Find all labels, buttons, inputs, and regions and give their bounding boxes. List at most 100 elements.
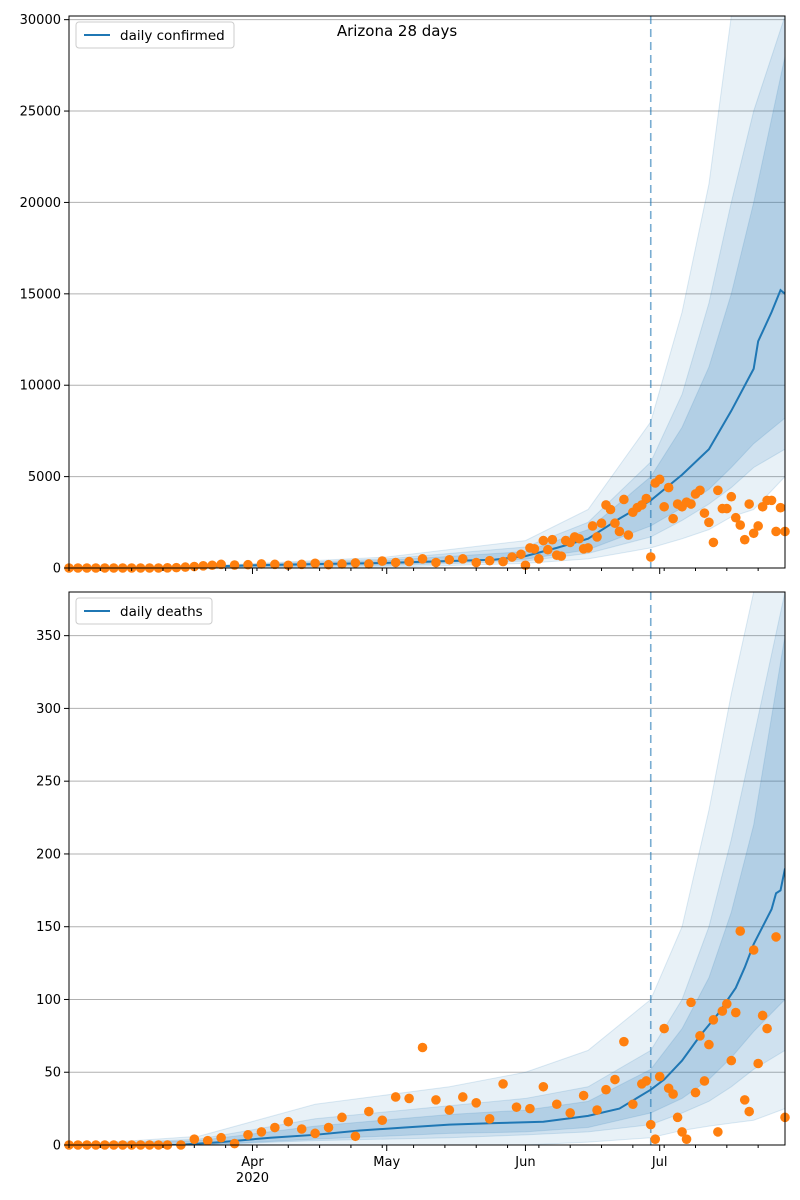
- legend-box: [75, 597, 213, 625]
- data-point: [730, 512, 741, 523]
- data-point: [364, 1106, 374, 1117]
- data-point: [511, 1102, 522, 1112]
- data-point: [717, 1006, 728, 1016]
- ytick-label: 50: [44, 1066, 61, 1081]
- data-point: [704, 1039, 714, 1050]
- data-point: [243, 1130, 253, 1140]
- data-point: [596, 518, 607, 529]
- data-point: [458, 1092, 468, 1102]
- data-point: [587, 521, 598, 531]
- data-point: [744, 499, 754, 509]
- data-point: [628, 1099, 638, 1110]
- ytick-label: 250: [36, 775, 61, 790]
- data-point: [578, 1090, 589, 1101]
- data-point: [270, 1122, 280, 1133]
- ytick-label: 10000: [20, 379, 61, 394]
- data-point: [645, 1119, 656, 1130]
- uncertainty-band: [69, 592, 785, 1145]
- data-point: [708, 1015, 719, 1025]
- axes-frame: [68, 15, 786, 569]
- data-point: [484, 1114, 495, 1124]
- data-point: [417, 1042, 428, 1053]
- data-point: [775, 502, 786, 513]
- data-point: [270, 559, 280, 570]
- data-point: [610, 1074, 620, 1085]
- data-point: [390, 1092, 401, 1102]
- data-point: [323, 559, 334, 570]
- data-point: [207, 560, 217, 571]
- data-point: [641, 1076, 652, 1086]
- data-point: [601, 1084, 611, 1095]
- data-point: [771, 932, 781, 942]
- data-point: [695, 1031, 705, 1041]
- data-point: [198, 561, 209, 571]
- xtick-label: Apr: [241, 1155, 264, 1170]
- data-point: [565, 1108, 575, 1118]
- data-point: [753, 1058, 763, 1069]
- data-point: [744, 1106, 754, 1117]
- data-point: [713, 1127, 723, 1137]
- data-point: [623, 530, 634, 540]
- data-point: [444, 1105, 455, 1115]
- ytick-label: 150: [36, 920, 61, 935]
- ytick-label: 20000: [20, 196, 61, 211]
- data-point: [748, 945, 759, 955]
- data-point: [730, 1007, 741, 1018]
- data-point: [404, 556, 414, 567]
- data-point: [668, 513, 678, 524]
- data-point: [543, 544, 553, 555]
- data-point: [704, 517, 714, 528]
- data-point: [619, 1036, 629, 1047]
- data-point: [556, 551, 567, 561]
- data-point: [417, 554, 428, 564]
- figure-title: Arizona 28 days: [337, 22, 458, 40]
- data-point: [529, 544, 540, 554]
- data-point: [458, 554, 468, 564]
- data-point: [256, 559, 267, 569]
- data-point: [677, 1127, 687, 1137]
- data-point: [654, 1071, 665, 1082]
- data-point: [296, 559, 307, 570]
- data-point: [525, 1103, 535, 1114]
- data-point: [404, 1093, 414, 1104]
- xtick-label: May: [373, 1155, 400, 1170]
- data-point: [471, 1097, 482, 1108]
- legend-box: [75, 21, 235, 49]
- data-point: [444, 554, 455, 565]
- data-point: [699, 1076, 710, 1086]
- data-point: [377, 1115, 388, 1126]
- data-point: [762, 1023, 772, 1034]
- data-point: [592, 1105, 602, 1115]
- data-point: [229, 560, 240, 570]
- data-point: [726, 1055, 737, 1066]
- data-point: [431, 557, 441, 568]
- data-point: [189, 1134, 200, 1144]
- data-point: [337, 559, 347, 569]
- data-point: [498, 1079, 508, 1089]
- data-point: [619, 494, 629, 505]
- data-point: [748, 528, 759, 539]
- data-point: [605, 504, 616, 515]
- data-point: [216, 559, 226, 570]
- data-point: [583, 543, 593, 553]
- ytick-label: 5000: [28, 470, 61, 485]
- ytick-label: 200: [36, 847, 61, 862]
- data-point: [310, 558, 320, 569]
- data-point: [690, 1087, 701, 1098]
- data-point: [726, 491, 737, 502]
- data-point: [538, 535, 549, 546]
- data-point: [771, 526, 781, 537]
- data-point: [574, 533, 584, 544]
- data-point: [431, 1095, 441, 1105]
- data-point: [739, 534, 750, 545]
- data-point: [713, 485, 723, 496]
- data-point: [722, 999, 732, 1009]
- data-point: [498, 556, 508, 567]
- data-point: [229, 1138, 240, 1149]
- data-point: [296, 1124, 307, 1134]
- data-point: [189, 561, 200, 572]
- data-point: [757, 1010, 768, 1021]
- ytick-label: 350: [36, 629, 61, 644]
- xtick-label: Jul: [651, 1155, 668, 1170]
- data-point: [516, 549, 526, 560]
